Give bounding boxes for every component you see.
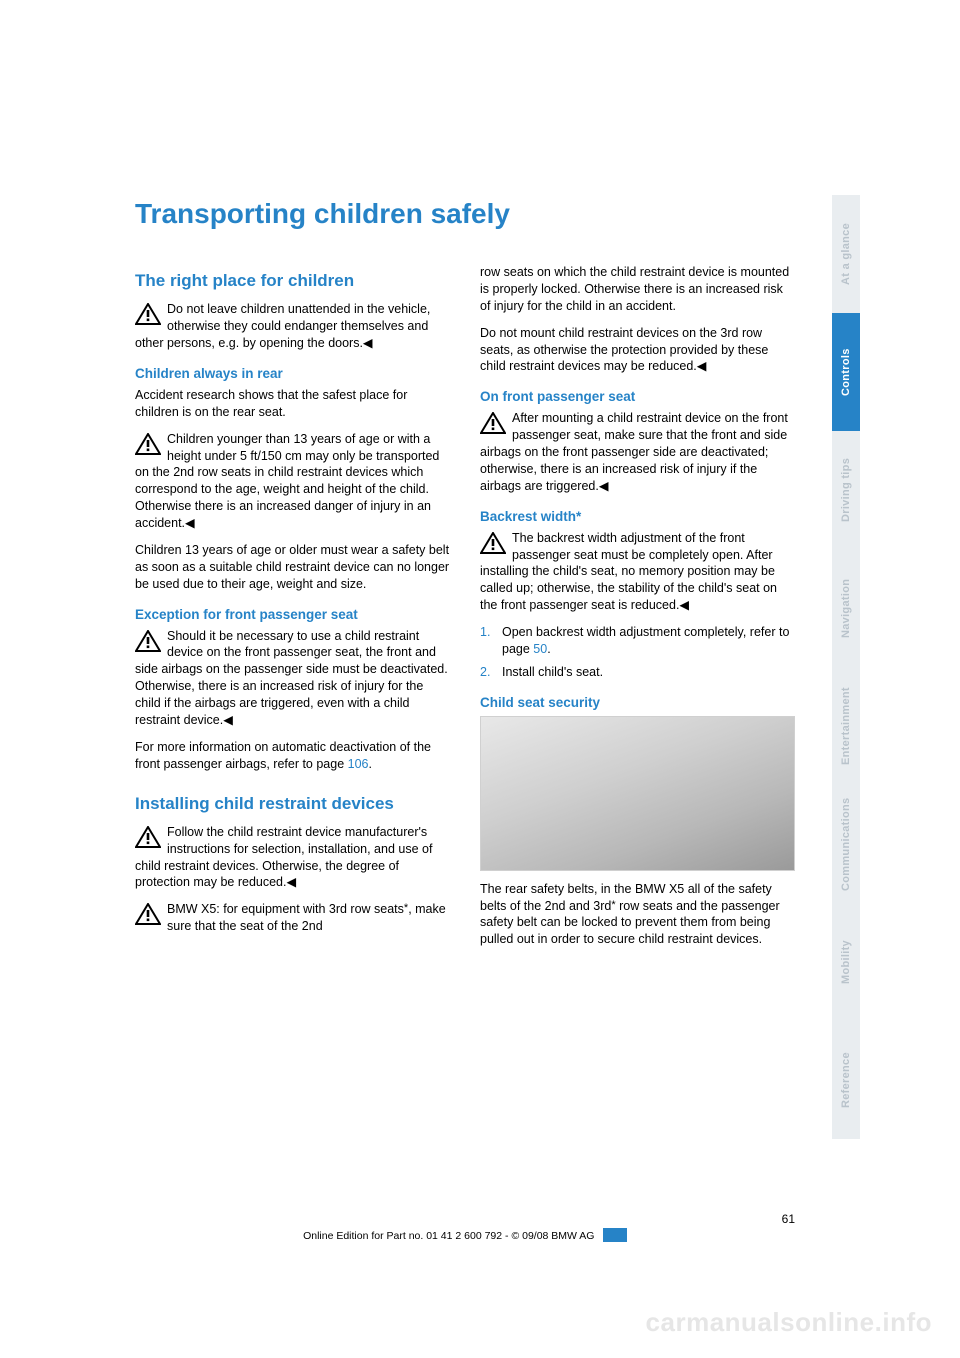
tab-driving-tips[interactable]: Driving tips	[832, 431, 860, 549]
subheading-children-rear: Children always in rear	[135, 366, 450, 381]
warning-icon	[135, 433, 161, 455]
subheading-exception-front: Exception for front passenger seat	[135, 607, 450, 622]
subheading-front-passenger: On front passenger seat	[480, 389, 795, 404]
warning-3rd-row-cont: row seats on which the child restraint d…	[480, 264, 795, 315]
warning-after-mounting: After mounting a child restraint device …	[480, 410, 795, 494]
warning-text: Follow the child restraint device manufa…	[135, 825, 432, 890]
tab-navigation[interactable]: Navigation	[832, 549, 860, 667]
warning-text: After mounting a child restraint device …	[480, 411, 788, 493]
warning-icon	[135, 303, 161, 325]
two-column-layout: The right place for children Do not leav…	[135, 260, 795, 958]
step-2: 2. Install child's seat.	[480, 664, 795, 681]
text-suffix: .	[369, 757, 372, 771]
footer-text: Online Edition for Part no. 01 41 2 600 …	[303, 1230, 594, 1242]
section-heading-installing: Installing child restraint devices	[135, 793, 450, 814]
warning-text: Children younger than 13 years of age or…	[135, 432, 439, 530]
page-title: Transporting children safely	[135, 198, 795, 230]
warning-text: Do not leave children unattended in the …	[135, 302, 430, 350]
warning-icon	[135, 826, 161, 848]
step-number: 1.	[480, 624, 490, 641]
watermark: carmanualsonline.info	[646, 1307, 932, 1338]
page-number: 61	[782, 1212, 795, 1226]
tab-entertainment[interactable]: Entertainment	[832, 667, 860, 785]
warning-3rd-row-start: BMW X5: for equipment with 3rd row seats…	[135, 901, 450, 935]
steps-list: 1. Open backrest width adjustment comple…	[480, 624, 795, 681]
tab-mobility[interactable]: Mobility	[832, 903, 860, 1021]
body-text: Children 13 years of age or older must w…	[135, 542, 450, 593]
section-tabs: At a glance Controls Driving tips Naviga…	[832, 195, 860, 1139]
text-prefix: For more information on automatic deacti…	[135, 740, 431, 771]
warning-icon	[135, 903, 161, 925]
footer-accent-block	[603, 1228, 627, 1242]
step-text: Install child's seat.	[502, 665, 603, 679]
section-heading-right-place: The right place for children	[135, 270, 450, 291]
warning-manufacturer: Follow the child restraint device manufa…	[135, 824, 450, 892]
page-reference-link[interactable]: 106	[348, 757, 369, 771]
warning-backrest: The backrest width adjustment of the fro…	[480, 530, 795, 614]
step-text-b: .	[547, 642, 550, 656]
warning-text-a: BMW X5: for equipment with 3rd row seats	[167, 902, 404, 916]
warning-icon	[480, 532, 506, 554]
body-text: Do not mount child restraint devices on …	[480, 325, 795, 376]
subheading-backrest-width: Backrest width*	[480, 509, 795, 524]
page-content: Transporting children safely The right p…	[135, 198, 795, 958]
warning-under-13: Children younger than 13 years of age or…	[135, 431, 450, 532]
warning-front-seat: Should it be necessary to use a child re…	[135, 628, 450, 729]
warning-icon	[135, 630, 161, 652]
warning-text: The backrest width adjustment of the fro…	[480, 531, 777, 613]
warning-text: Should it be necessary to use a child re…	[135, 629, 448, 727]
body-text-pageref: For more information on automatic deacti…	[135, 739, 450, 773]
figure-seat-interior	[480, 716, 795, 871]
step-1: 1. Open backrest width adjustment comple…	[480, 624, 795, 658]
column-right: row seats on which the child restraint d…	[480, 260, 795, 958]
tab-communications[interactable]: Communications	[832, 785, 860, 903]
warning-unattended: Do not leave children unattended in the …	[135, 301, 450, 352]
step-number: 2.	[480, 664, 490, 681]
subheading-child-seat-security: Child seat security	[480, 695, 795, 710]
tab-at-a-glance[interactable]: At a glance	[832, 195, 860, 313]
tab-controls[interactable]: Controls	[832, 313, 860, 431]
tab-reference[interactable]: Reference	[832, 1021, 860, 1139]
body-text: Accident research shows that the safest …	[135, 387, 450, 421]
body-text: The rear safety belts, in the BMW X5 all…	[480, 881, 795, 949]
page-reference-link[interactable]: 50	[533, 642, 547, 656]
warning-icon	[480, 412, 506, 434]
footer: Online Edition for Part no. 01 41 2 600 …	[135, 1226, 795, 1244]
column-left: The right place for children Do not leav…	[135, 260, 450, 958]
